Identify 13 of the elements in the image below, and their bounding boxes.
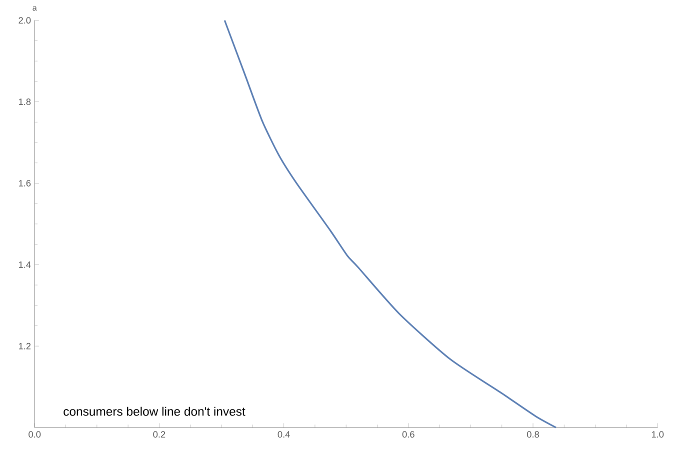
y-tick-label: 1.6 (18, 180, 31, 186)
x-tick-label: 1.0 (652, 431, 664, 438)
annotation: consumers below line don't invest (64, 406, 246, 416)
y-axis-title: a (32, 6, 37, 11)
y-tick-label: 1.2 (18, 342, 31, 350)
x-tick-label: 0.2 (153, 431, 166, 438)
x-tick-label: 0.8 (526, 431, 539, 438)
y-tick-label: 1.8 (18, 98, 31, 106)
x-tick-label: 0.6 (402, 431, 414, 438)
x-tick-label: 0.0 (28, 431, 41, 438)
y-tick-label: 1.4 (18, 262, 31, 268)
x-tick-label: 0.4 (278, 431, 290, 438)
y-tick-label: 2.0 (18, 17, 31, 24)
